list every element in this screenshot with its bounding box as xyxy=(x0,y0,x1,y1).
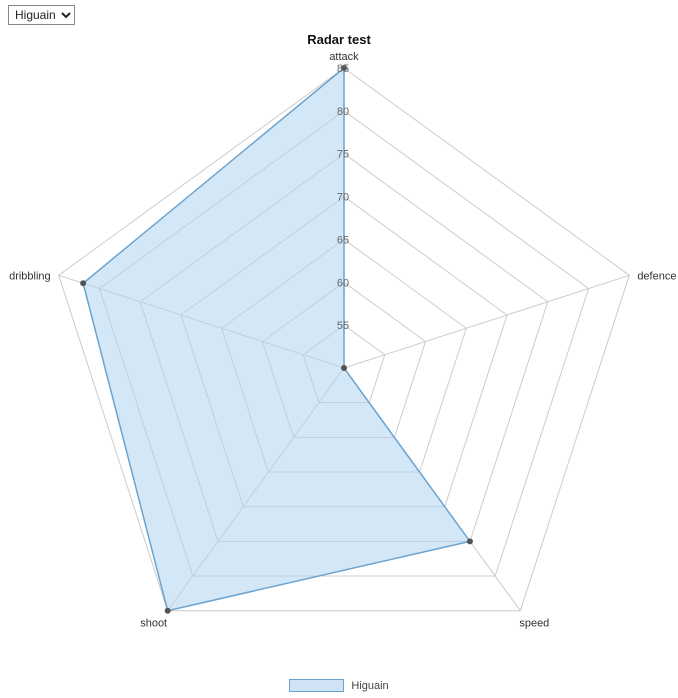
data-point-dot[interactable] xyxy=(80,280,87,287)
chart-legend: Higuain xyxy=(0,679,678,692)
category-label-dribbling: dribbling xyxy=(9,270,51,282)
category-label-shoot: shoot xyxy=(140,618,167,630)
legend-item[interactable]: Higuain xyxy=(289,679,389,692)
category-label-defence: defence xyxy=(637,270,676,282)
data-point-dot[interactable] xyxy=(164,607,171,614)
legend-swatch-icon xyxy=(289,679,345,692)
legend-label: Higuain xyxy=(351,679,389,692)
player-select[interactable]: Higuain xyxy=(8,5,75,25)
radar-series-polygon[interactable] xyxy=(82,66,472,612)
radial-tick-label: 70 xyxy=(337,192,349,204)
grid-ring xyxy=(58,67,630,612)
category-label-speed: speed xyxy=(519,618,549,630)
data-point-dot[interactable] xyxy=(341,365,347,371)
data-point-dot[interactable] xyxy=(466,538,473,545)
chart-title: Radar test xyxy=(307,32,371,47)
radial-tick-label: 55 xyxy=(337,320,349,332)
radial-tick-label: 60 xyxy=(337,277,349,289)
radial-tick-label: 75 xyxy=(337,149,349,161)
radial-tick-label: 80 xyxy=(337,106,349,118)
axis-spoke xyxy=(343,274,630,369)
data-point-dot[interactable] xyxy=(341,65,347,71)
radial-tick-label: 65 xyxy=(337,234,349,246)
radial-tick-label: 85 xyxy=(337,63,349,75)
category-label-attack: attack xyxy=(329,51,359,63)
